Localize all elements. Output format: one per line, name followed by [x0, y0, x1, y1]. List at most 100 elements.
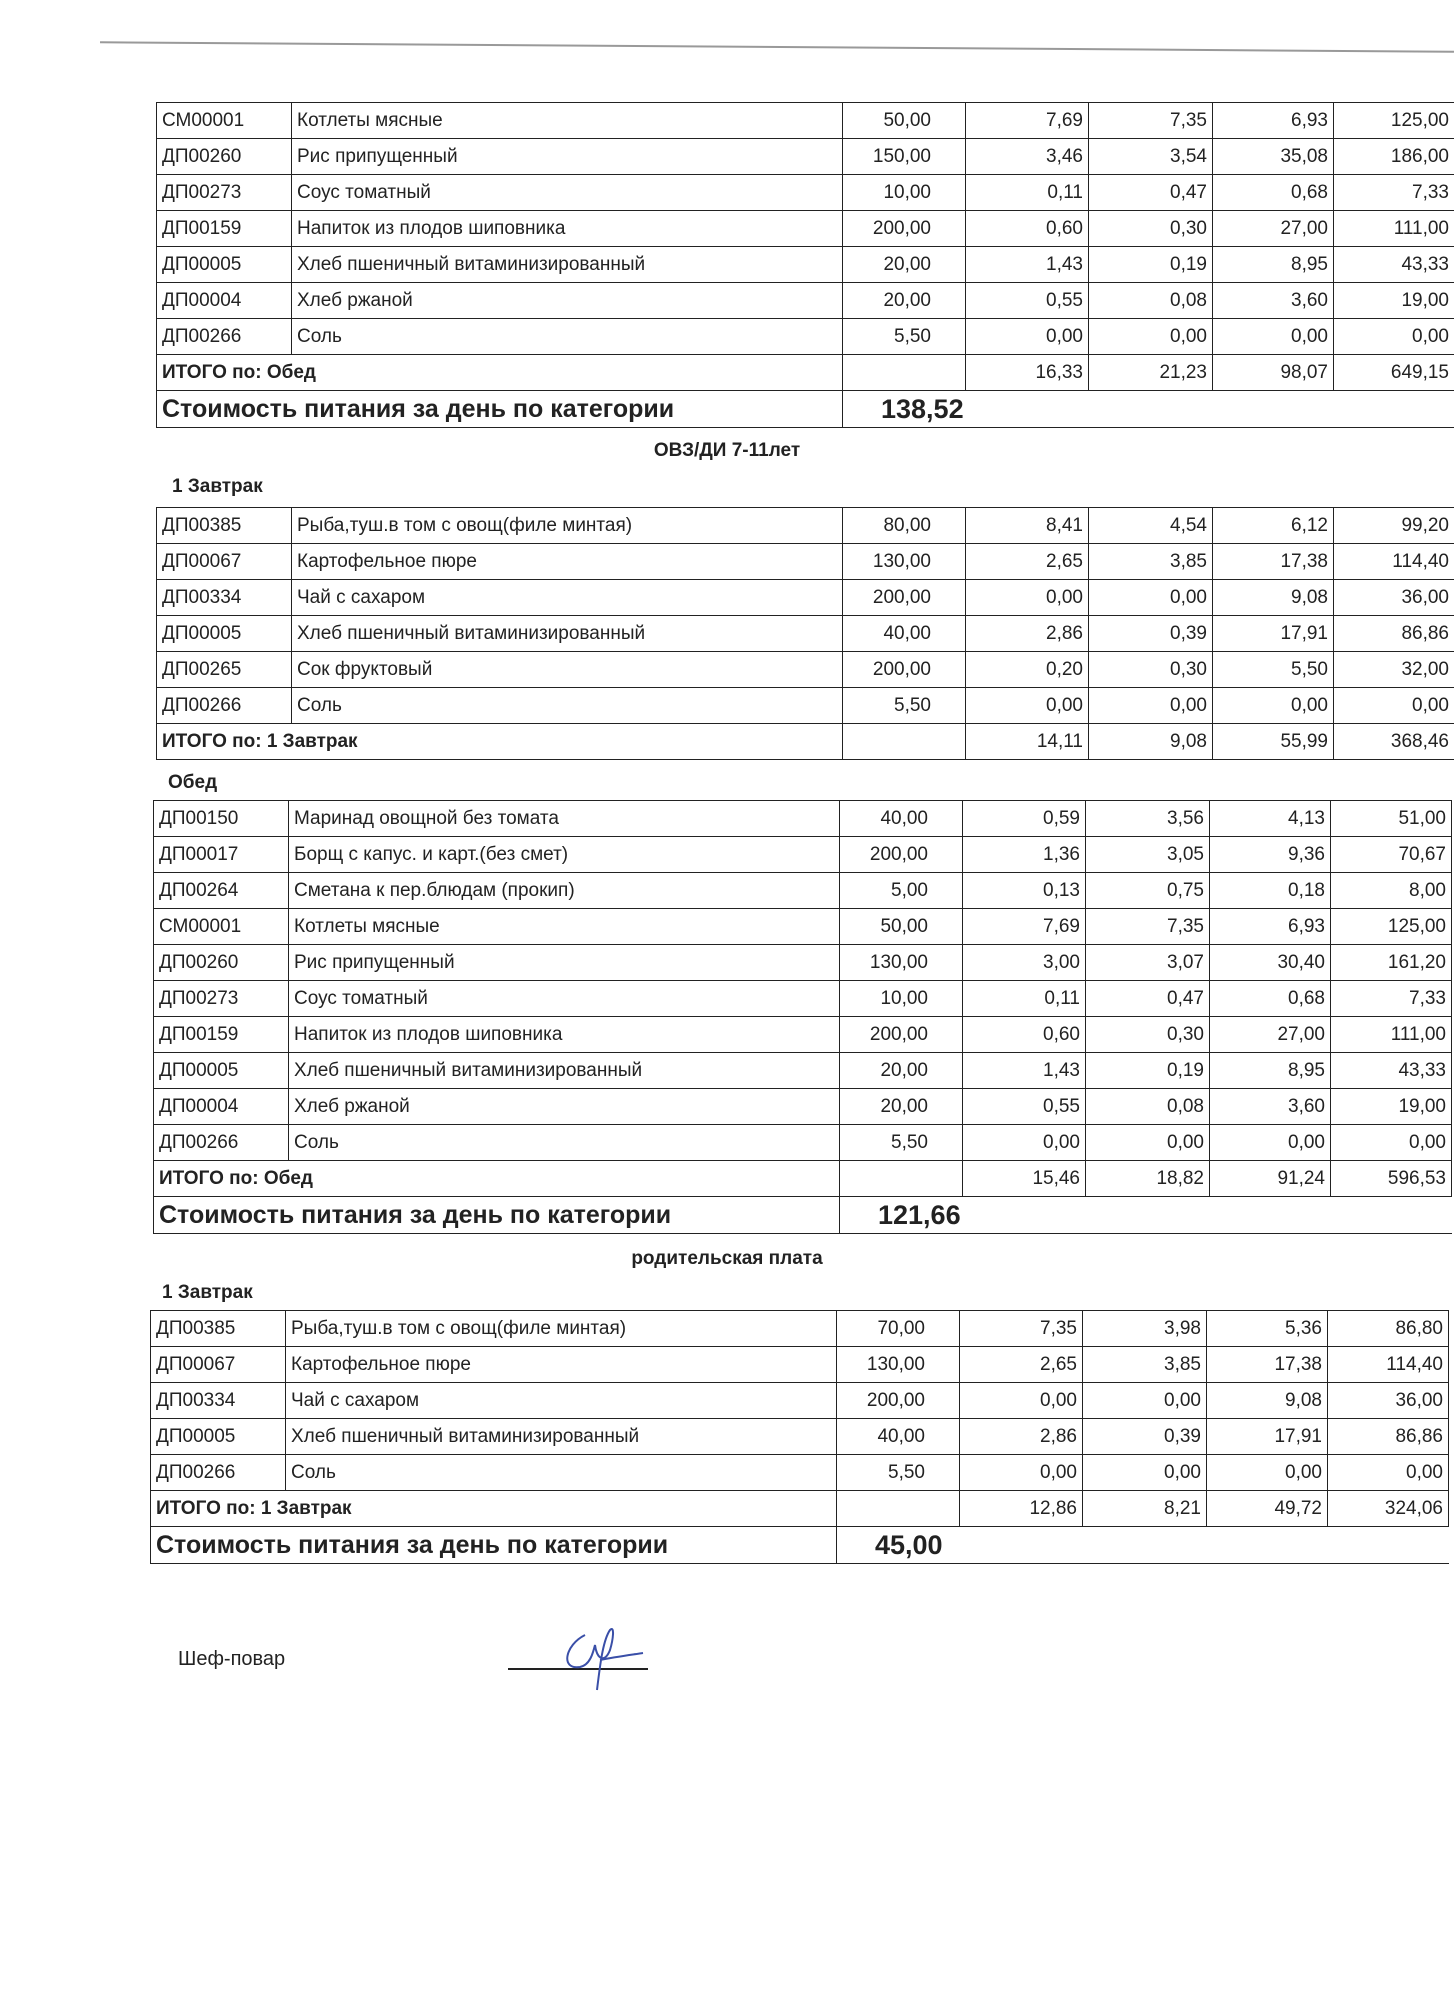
cell-calories: 0,00: [1333, 687, 1454, 724]
cell-fat: 0,47: [1088, 174, 1213, 211]
cell-portion: 200,00: [839, 836, 963, 873]
cell-protein: 0,00: [965, 318, 1089, 355]
cell-item-name: Рис припущенный: [291, 138, 843, 175]
cell-calories: 51,00: [1330, 800, 1452, 837]
cell-item-code: ДП00005: [156, 246, 292, 283]
cell-fat: 0,19: [1088, 246, 1213, 283]
cell-fat: 3,54: [1088, 138, 1213, 175]
cell-item-code: ДП00004: [153, 1088, 289, 1125]
cell-calories: 70,67: [1330, 836, 1452, 873]
cell-fat: 0,75: [1085, 872, 1210, 909]
table-row: ДП00266 Соль 5,50 0,00 0,00 0,00 0,00: [156, 687, 1454, 724]
table-row: ДП00005 Хлеб пшеничный витаминизированный…: [156, 615, 1454, 652]
total-label: ИТОГО по: 1 Завтрак: [156, 723, 843, 760]
cell-protein: 1,36: [962, 836, 1086, 873]
cell-fat: 7,35: [1085, 908, 1210, 945]
cell-calories: 114,40: [1327, 1346, 1449, 1383]
cell-protein: 0,20: [965, 651, 1089, 688]
cell-item-name: Хлеб пшеничный витаминизированный: [285, 1418, 837, 1455]
table-row: ДП00266 Соль 5,50 0,00 0,00 0,00 0,00: [150, 1454, 1449, 1491]
cell-portion: 20,00: [839, 1052, 963, 1089]
cell-carbs: 17,91: [1212, 615, 1334, 652]
cell-protein: 0,55: [962, 1088, 1086, 1125]
cell-fat: 0,00: [1082, 1454, 1207, 1491]
cell-carbs: 6,12: [1212, 507, 1334, 544]
cell-carbs: 5,50: [1212, 651, 1334, 688]
daily-cost-row: Стоимость питания за день по категории 45…: [150, 1526, 1449, 1564]
table-row: ДП00334 Чай с сахаром 200,00 0,00 0,00 9,08 36…: [156, 579, 1454, 616]
cell-calories: 36,00: [1333, 579, 1454, 616]
cell-item-code: ДП00334: [156, 579, 292, 616]
cell-carbs: 8,95: [1209, 1052, 1331, 1089]
cell-item-code: ДП00067: [150, 1346, 286, 1383]
cell-empty: [839, 1160, 963, 1197]
chef-label: Шеф-повар: [178, 1648, 286, 1670]
cell-carbs: 0,00: [1212, 318, 1334, 355]
cell-fat: 3,05: [1085, 836, 1210, 873]
cell-calories: 99,20: [1333, 507, 1454, 544]
daily-cost-value: 121,66: [839, 1196, 1452, 1234]
cell-portion: 200,00: [842, 651, 966, 688]
cell-carbs: 35,08: [1212, 138, 1334, 175]
total-value: 12,86: [959, 1490, 1083, 1527]
category-title-parent-fee: родительская плата: [631, 1248, 823, 1269]
table-row: ДП00004 Хлеб ржаной 20,00 0,55 0,08 3,60 19,00: [156, 282, 1454, 319]
cell-item-name: Соль: [285, 1454, 837, 1491]
table-row: ДП00334 Чай с сахаром 200,00 0,00 0,00 9,08 36…: [150, 1382, 1449, 1419]
cell-item-code: ДП00273: [156, 174, 292, 211]
cell-calories: 111,00: [1333, 210, 1454, 247]
cell-calories: 125,00: [1330, 908, 1452, 945]
cell-calories: 8,00: [1330, 872, 1452, 909]
cell-item-name: Соус томатный: [291, 174, 843, 211]
table-row: ДП00067 Картофельное пюре 130,00 2,65 3,85 17…: [150, 1346, 1449, 1383]
table-row: ДП00385 Рыба,туш.в том с овощ(филе минтая…: [156, 507, 1454, 544]
cell-protein: 0,11: [962, 980, 1086, 1017]
cell-calories: 7,33: [1330, 980, 1452, 1017]
cell-portion: 20,00: [839, 1088, 963, 1125]
cell-empty: [842, 354, 966, 391]
cell-item-code: ДП00159: [153, 1016, 289, 1053]
total-value: 9,08: [1088, 723, 1213, 760]
cell-protein: 1,43: [962, 1052, 1086, 1089]
cell-item-name: Сметана к пер.блюдам (прокип): [288, 872, 840, 909]
cell-protein: 2,65: [965, 543, 1089, 580]
cell-calories: 0,00: [1327, 1454, 1449, 1491]
cell-empty: [836, 1490, 960, 1527]
cell-protein: 0,11: [965, 174, 1089, 211]
table-row: СМ00001 Котлеты мясные 50,00 7,69 7,35 6,93 12…: [156, 102, 1454, 139]
cell-portion: 130,00: [842, 543, 966, 580]
cell-item-code: ДП00273: [153, 980, 289, 1017]
cell-calories: 186,00: [1333, 138, 1454, 175]
cell-protein: 0,00: [959, 1382, 1083, 1419]
cell-fat: 0,39: [1088, 615, 1213, 652]
total-value: 49,72: [1206, 1490, 1328, 1527]
daily-cost-label: Стоимость питания за день по категории: [156, 390, 843, 428]
cell-fat: 0,08: [1085, 1088, 1210, 1125]
table-row: ДП00005 Хлеб пшеничный витаминизированный…: [153, 1052, 1452, 1089]
cell-fat: 3,85: [1088, 543, 1213, 580]
cell-item-code: ДП00385: [156, 507, 292, 544]
total-value: 324,06: [1327, 1490, 1449, 1527]
cell-item-name: Рис припущенный: [288, 944, 840, 981]
cell-calories: 7,33: [1333, 174, 1454, 211]
total-value: 596,53: [1330, 1160, 1452, 1197]
category-title-ovz: ОВЗ/ДИ 7-11лет: [653, 440, 801, 461]
table-row: ДП00260 Рис припущенный 150,00 3,46 3,54 35,0…: [156, 138, 1454, 175]
cell-item-code: ДП00260: [156, 138, 292, 175]
daily-cost-row: Стоимость питания за день по категории 12…: [153, 1196, 1452, 1234]
cell-fat: 0,00: [1085, 1124, 1210, 1161]
cell-calories: 86,80: [1327, 1310, 1449, 1347]
cell-calories: 43,33: [1330, 1052, 1452, 1089]
cell-carbs: 6,93: [1212, 102, 1334, 139]
table-row: ДП00266 Соль 5,50 0,00 0,00 0,00 0,00: [153, 1124, 1452, 1161]
cell-protein: 3,46: [965, 138, 1089, 175]
cell-protein: 7,69: [965, 102, 1089, 139]
cell-carbs: 8,95: [1212, 246, 1334, 283]
cell-item-code: ДП00017: [153, 836, 289, 873]
cell-item-code: ДП00067: [156, 543, 292, 580]
cell-item-name: Котлеты мясные: [291, 102, 843, 139]
total-row: ИТОГО по: Обед 16,33 21,23 98,07 649,15: [156, 354, 1454, 391]
daily-cost-value: 45,00: [836, 1526, 1449, 1564]
total-value: 55,99: [1212, 723, 1334, 760]
table-row: СМ00001 Котлеты мясные 50,00 7,69 7,35 6,93 12…: [153, 908, 1452, 945]
